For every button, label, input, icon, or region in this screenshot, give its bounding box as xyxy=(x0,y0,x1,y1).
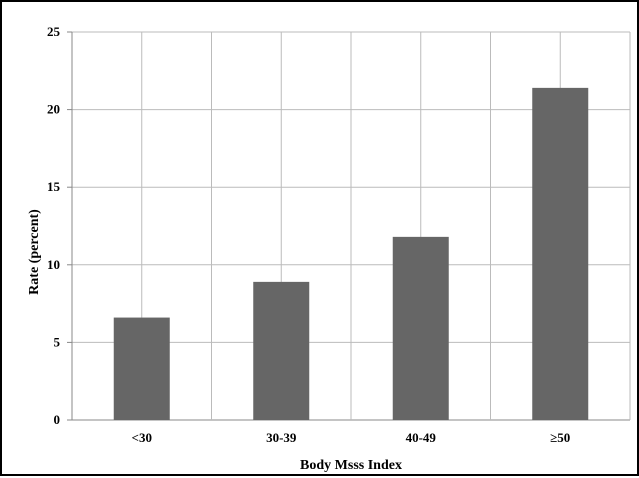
y-tick-label: 15 xyxy=(47,179,61,194)
y-tick-label: 25 xyxy=(47,24,61,39)
bar-series xyxy=(113,87,589,420)
x-tick-label: ≥50 xyxy=(550,430,570,445)
bar xyxy=(113,317,170,420)
x-tick-label: 40-49 xyxy=(406,430,437,445)
x-tick-label: <30 xyxy=(132,430,152,445)
y-tick-label: 5 xyxy=(54,334,61,349)
y-axis-label: Rate (percent) xyxy=(27,209,42,295)
y-tick-label: 10 xyxy=(47,257,60,272)
x-tick-label: 30-39 xyxy=(266,430,297,445)
x-tick-labels: <30 30-39 40-49 ≥50 xyxy=(132,430,571,445)
y-tick-label: 20 xyxy=(47,102,60,117)
x-axis-label: Body Msss Index xyxy=(300,458,402,473)
bar xyxy=(532,87,589,420)
y-tick-label: 0 xyxy=(54,412,61,427)
bar xyxy=(253,281,310,420)
bar xyxy=(392,236,449,420)
y-tick-labels: 0 5 10 15 20 25 xyxy=(47,24,61,427)
